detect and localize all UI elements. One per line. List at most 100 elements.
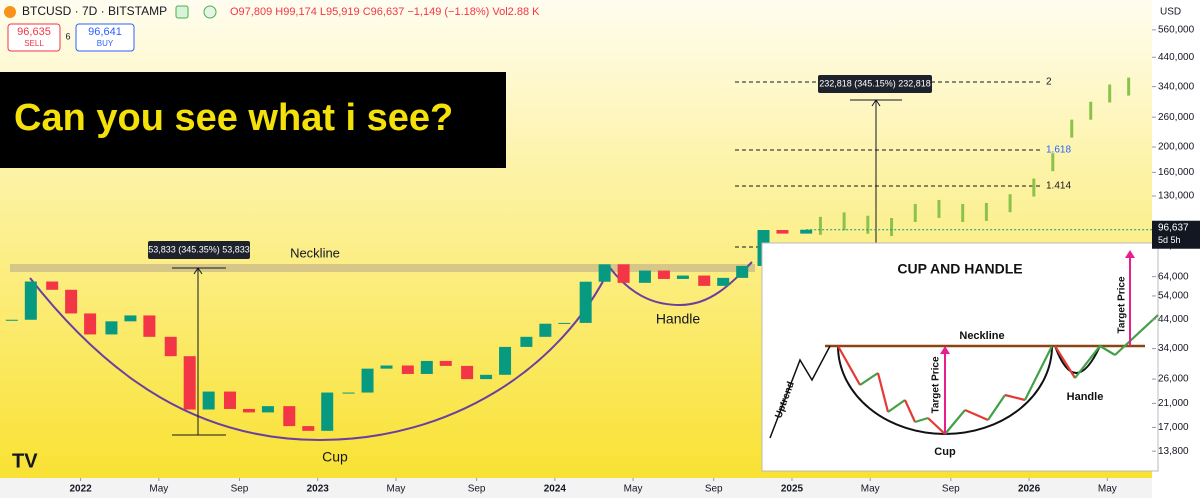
inset-box [761, 242, 1159, 472]
candle [698, 275, 711, 286]
spread: 6 [65, 31, 70, 41]
sell-label[interactable]: SELL [24, 39, 44, 48]
candle [539, 323, 552, 337]
cup-curve [29, 267, 611, 442]
inset-uptrend [769, 345, 831, 439]
x-tick-label: 2022 [69, 484, 92, 495]
x-tick-label: 2025 [781, 484, 804, 495]
measure-box [818, 75, 932, 93]
candle [800, 229, 813, 234]
candle [361, 368, 374, 393]
last-price-tag [1152, 220, 1200, 249]
fib-label: 2 [1046, 77, 1052, 88]
price-axis [1152, 0, 1200, 498]
candle [499, 346, 512, 375]
measure-arrow [193, 267, 203, 275]
x-tick-label: May [1098, 484, 1117, 495]
y-tick-label: 130,000 [1158, 191, 1195, 202]
candle [657, 270, 670, 279]
icon[interactable] [175, 5, 189, 19]
inset-handle [1054, 345, 1101, 374]
inset-neckline-label: Neckline [959, 330, 1004, 342]
x-tick-label: Sep [231, 484, 249, 495]
y-tick-label: 54,000 [1158, 291, 1189, 302]
candle [461, 365, 474, 380]
handle-label: Handle [656, 311, 701, 327]
candle [65, 289, 78, 314]
title-box [0, 72, 506, 168]
candle [242, 408, 255, 413]
buy-button[interactable] [75, 23, 135, 52]
ohlc: O97,809 H99,174 L95,919 C96,637 −1,149 (… [230, 6, 540, 18]
inset: CUP AND HANDLE Neckline Target Price Tar… [761, 242, 1159, 472]
candle [302, 426, 315, 431]
candle [617, 264, 630, 283]
inset-handle-label: Handle [1067, 391, 1104, 403]
x-tick-label: Sep [942, 484, 960, 495]
price-marks [5, 77, 1131, 431]
inset-arrow [1125, 250, 1135, 258]
y-tick-label: 13,800 [1158, 446, 1189, 457]
candle [520, 336, 533, 347]
measure-text: 232,818 (345.15%) 232,818 [819, 78, 931, 88]
y-tick-label: 44,000 [1158, 314, 1189, 325]
y-tick-label: 200,000 [1158, 142, 1195, 153]
y-tick-label: 34,000 [1158, 343, 1189, 354]
candle [480, 374, 493, 380]
candle [638, 270, 651, 283]
handle-curve [609, 261, 753, 307]
candle [183, 356, 196, 410]
x-tick-label: Sep [468, 484, 486, 495]
time-axis [0, 478, 1152, 498]
buy-label[interactable]: BUY [97, 39, 114, 48]
x-tick-label: May [624, 484, 643, 495]
candle [439, 360, 452, 366]
inset-target-label: Target Price [1117, 276, 1128, 333]
candle [579, 281, 592, 323]
coin-icon [4, 6, 16, 18]
last-price: 96,637 [1158, 222, 1189, 233]
sell-button[interactable] [7, 23, 61, 52]
x-tick-label: 2023 [307, 484, 330, 495]
symbol[interactable]: BTCUSD · 7D · BITSTAMP [22, 4, 167, 18]
candle [46, 281, 59, 290]
y-tick-label: 340,000 [1158, 81, 1195, 92]
candle [224, 391, 236, 409]
y-tick-label: 17,000 [1158, 422, 1189, 433]
y-tick-label: 560,000 [1158, 24, 1195, 35]
candle [5, 319, 18, 321]
y-tick-label: 21,000 [1158, 398, 1189, 409]
candle [24, 281, 37, 320]
chart-title: Can you see what i see? [14, 97, 453, 139]
candle [321, 392, 334, 431]
inset-arrow [940, 346, 950, 354]
candle [558, 322, 571, 324]
sell-price[interactable]: 96,635 [17, 26, 51, 38]
fib-label: 1.414 [1046, 181, 1071, 192]
candle [283, 406, 296, 427]
candle [143, 315, 156, 337]
candle [202, 391, 215, 410]
y-tick-label: 440,000 [1158, 52, 1195, 63]
measure-text: 53,833 (345.35%) 53,833 [148, 244, 250, 254]
candle [676, 275, 689, 279]
buy-price[interactable]: 96,641 [88, 26, 122, 38]
currency[interactable]: USD [1160, 7, 1181, 18]
logo: TV [12, 450, 38, 472]
candle [105, 321, 118, 335]
candle [342, 392, 355, 394]
inset-target-label: Target Price [931, 356, 942, 413]
candle [124, 315, 137, 322]
icon[interactable] [203, 5, 217, 19]
y-tick-label: 260,000 [1158, 112, 1195, 123]
x-tick-label: May [149, 484, 168, 495]
candle [84, 313, 97, 335]
y-tick-label: 160,000 [1158, 167, 1195, 178]
neckline-label: Neckline [290, 245, 340, 260]
fib-label: 1.618 [1046, 145, 1071, 156]
x-tick-label: Sep [705, 484, 723, 495]
y-tick-label: 64,000 [1158, 271, 1189, 282]
candle [164, 336, 177, 357]
candle [598, 264, 611, 282]
measure-box [148, 241, 250, 259]
